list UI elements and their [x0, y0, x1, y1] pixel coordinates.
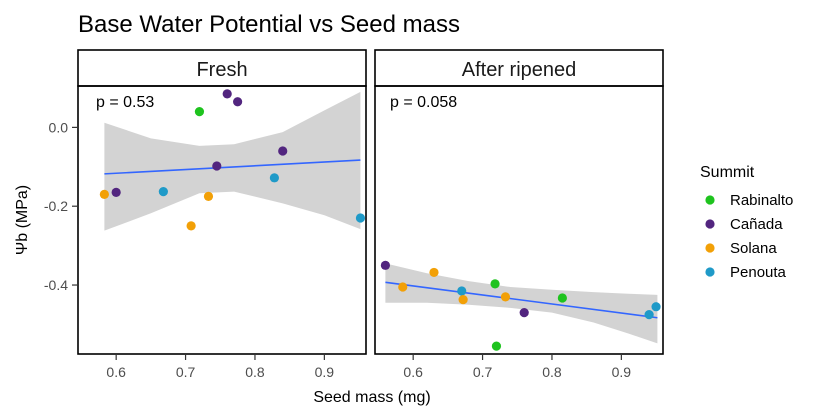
panel-after-ripened: After ripened p = 0.058	[374, 49, 664, 355]
x-tick-label: 0.7	[473, 364, 493, 380]
strip-label-fresh: Fresh	[196, 59, 247, 81]
y-axis: 0.0 -0.2 -0.4	[44, 119, 78, 293]
fit-line-after-ripened	[385, 281, 658, 319]
legend-key-canada	[705, 219, 715, 229]
point-canada	[278, 146, 288, 156]
confidence-band	[104, 91, 361, 231]
y-tick-label: -0.2	[44, 198, 68, 214]
point-solana	[500, 292, 511, 302]
legend-label-canada: Cañada	[730, 216, 783, 233]
fit-line-fresh	[104, 159, 361, 175]
legend-label-solana: Solana	[730, 240, 777, 257]
point-canada	[519, 308, 529, 318]
point-solana	[429, 267, 439, 278]
points-fresh	[99, 89, 366, 231]
point-solana	[186, 221, 196, 231]
point-canada	[380, 260, 391, 270]
x-tick-label: 0.6	[403, 364, 423, 380]
y-tick-label: 0.0	[49, 119, 69, 135]
legend: Summit Rabinalto Cañada Solana Penouta	[700, 164, 793, 281]
legend-title: Summit	[700, 164, 755, 181]
x-tick-label: 0.8	[542, 364, 562, 380]
strip-label-after-ripened: After ripened	[462, 59, 577, 81]
point-rabinalto	[194, 107, 205, 117]
legend-key-penouta	[705, 267, 715, 277]
ci-band-after-ripened	[385, 263, 658, 344]
panel-fresh: Fresh p = 0.53	[77, 49, 367, 355]
point-solana	[99, 189, 109, 199]
ci-band-fresh	[104, 91, 361, 231]
point-solana	[398, 282, 408, 292]
point-penouta	[644, 309, 654, 320]
point-rabinalto	[490, 279, 500, 289]
x-tick-label: 0.6	[106, 364, 126, 380]
plot-area-fresh	[77, 85, 367, 355]
point-solana	[203, 191, 214, 201]
strip-fresh	[77, 49, 367, 87]
regression-line	[104, 159, 361, 175]
x-tick-label: 0.9	[612, 364, 632, 380]
points-after-ripened	[380, 260, 661, 351]
x-tick-label: 0.9	[315, 364, 335, 380]
point-canada	[111, 187, 121, 198]
legend-label-rabinalto: Rabinalto	[730, 192, 793, 209]
point-penouta	[269, 173, 279, 183]
point-canada	[222, 89, 232, 99]
legend-label-penouta: Penouta	[730, 264, 787, 281]
regression-line	[385, 281, 658, 319]
x-tick-label: 0.8	[245, 364, 265, 380]
x-tick-label: 0.7	[176, 364, 196, 380]
point-penouta	[651, 302, 661, 312]
point-rabinalto	[557, 293, 567, 303]
strip-after-ripened	[374, 49, 664, 87]
y-axis-title: Ψb (MPa)	[14, 185, 31, 255]
chart-title: Base Water Potential vs Seed mass	[78, 11, 460, 38]
point-solana	[458, 295, 468, 305]
plot-area-after-ripened	[374, 85, 664, 355]
legend-key-rabinalto	[705, 195, 715, 205]
point-rabinalto	[491, 341, 502, 351]
point-penouta	[158, 187, 168, 197]
p-value-fresh: p = 0.53	[96, 94, 154, 111]
point-canada	[233, 97, 243, 107]
point-canada	[212, 161, 222, 171]
point-penouta	[457, 286, 467, 296]
p-value-after-ripened: p = 0.058	[390, 94, 457, 111]
point-penouta	[355, 213, 366, 223]
x-axis-title: Seed mass (mg)	[313, 389, 430, 406]
x-axis: 0.6 0.7 0.8 0.9 0.6 0.7 0.8 0.9	[106, 354, 631, 380]
confidence-band	[385, 263, 658, 344]
y-tick-label: -0.4	[44, 277, 68, 293]
legend-key-solana	[705, 243, 715, 253]
